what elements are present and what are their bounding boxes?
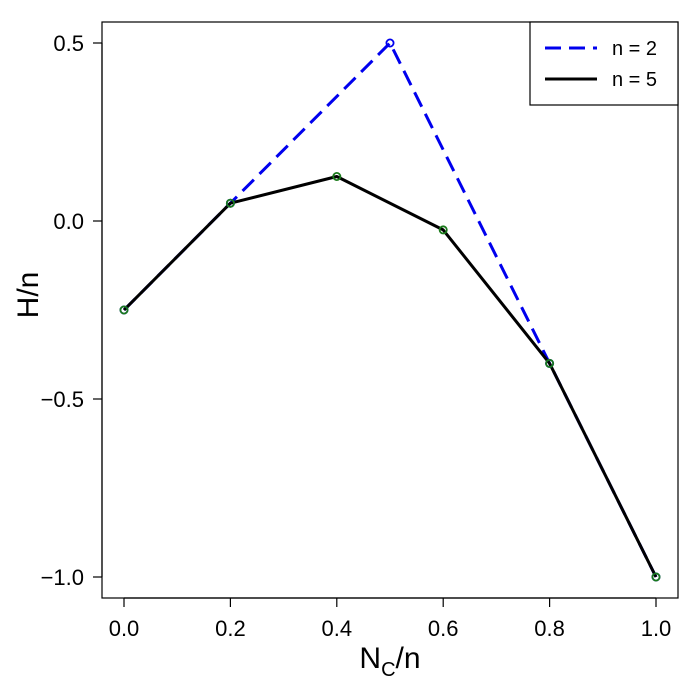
x-axis-title-main: N [359, 642, 381, 675]
legend-label-n5: n = 5 [612, 69, 657, 91]
y-tick-label: 0.5 [53, 31, 84, 56]
x-axis: 0.0 0.2 0.4 0.6 0.8 1.0 [109, 597, 672, 641]
plot-frame [101, 21, 679, 599]
x-tick-label: 0.8 [534, 616, 565, 641]
series-layer [119, 38, 661, 582]
y-tick-label: −0.5 [41, 387, 84, 412]
data-point [651, 572, 661, 582]
data-point [385, 38, 395, 48]
data-point [225, 198, 235, 208]
x-tick-label: 0.4 [322, 616, 353, 641]
x-tick-label: 0.2 [215, 616, 246, 641]
series-line-n5 [122, 175, 658, 578]
data-point [438, 225, 448, 235]
x-axis-title: NC/n [359, 642, 420, 681]
x-axis-title-suffix: /n [396, 642, 421, 675]
y-axis: −1.0 −0.5 0.0 0.5 [41, 31, 103, 590]
y-tick-label: 0.0 [53, 209, 84, 234]
data-point [545, 358, 555, 368]
data-point [119, 305, 129, 315]
legend: n = 2 n = 5 [529, 21, 679, 106]
y-tick-label: −1.0 [41, 565, 84, 590]
y-axis-title: H/n [12, 272, 45, 319]
x-tick-label: 1.0 [641, 616, 672, 641]
data-point [332, 171, 342, 181]
legend-box [529, 21, 679, 106]
legend-label-n2: n = 2 [612, 38, 657, 60]
series-line-n2 [122, 41, 658, 578]
x-tick-label: 0.6 [428, 616, 459, 641]
x-tick-label: 0.0 [109, 616, 140, 641]
x-axis-title-subscript: C [381, 659, 395, 681]
